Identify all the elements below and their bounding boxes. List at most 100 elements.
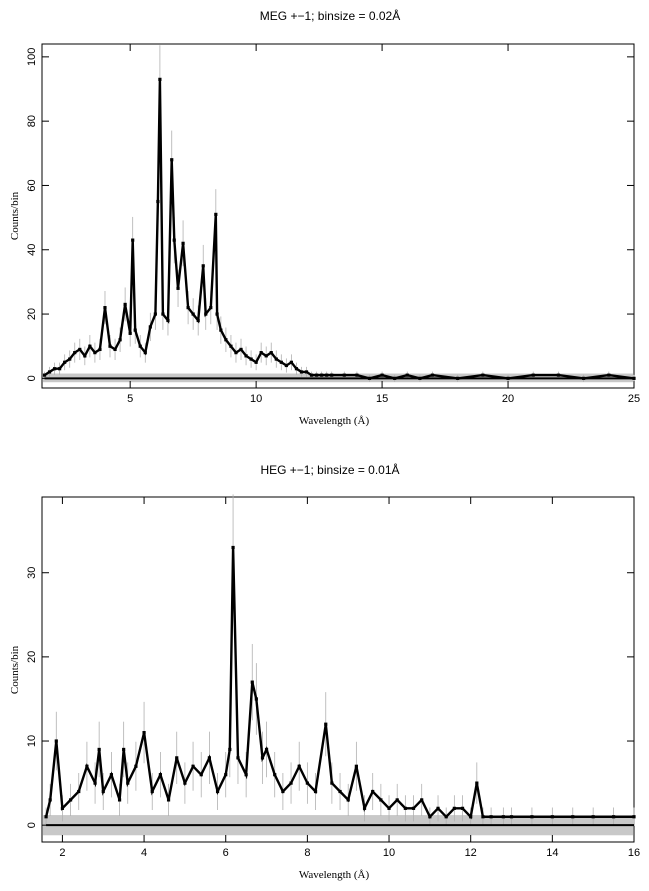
meg-data-point <box>93 351 97 355</box>
heg-data-point <box>142 731 146 735</box>
heg-series-line <box>44 547 634 820</box>
meg-y-tick-label: 60 <box>26 179 38 191</box>
heg-data-point <box>346 798 350 802</box>
heg-data-point <box>379 798 383 802</box>
meg-data-point <box>88 344 92 348</box>
heg-data-point <box>166 798 171 802</box>
meg-data-point <box>158 77 162 81</box>
heg-data-point <box>591 815 595 819</box>
heg-data-point <box>126 781 130 785</box>
heg-data-series <box>44 545 636 827</box>
heg-panel: HEG +−1; binsize = 0.01Å 2 4 6 8 10 12 14 16 0 10… <box>9 462 640 881</box>
meg-data-point <box>259 351 263 355</box>
meg-data-point <box>219 328 223 332</box>
meg-data-point <box>83 354 87 358</box>
heg-data-point <box>420 798 424 802</box>
heg-data-point <box>48 798 52 802</box>
heg-data-point <box>215 789 220 794</box>
meg-data-point <box>133 328 137 332</box>
meg-data-point <box>138 344 142 348</box>
heg-data-point <box>158 773 162 777</box>
meg-y-tick-label: 40 <box>26 244 38 256</box>
heg-data-point <box>77 789 81 794</box>
heg-data-point <box>289 781 293 785</box>
heg-data-point <box>452 806 456 810</box>
meg-data-point <box>118 338 122 342</box>
heg-data-point <box>54 739 58 743</box>
heg-data-point <box>228 747 232 752</box>
meg-y-tick-label: 100 <box>26 48 38 66</box>
meg-axis-ticks: 5 10 15 20 25 0 20 40 60 80 100 <box>26 44 640 405</box>
meg-data-point <box>234 351 238 355</box>
meg-data-point <box>405 373 409 377</box>
heg-data-point <box>281 789 285 794</box>
meg-x-tick-label: 10 <box>250 393 262 405</box>
meg-data-point <box>73 351 77 355</box>
meg-data-point <box>355 373 359 377</box>
heg-data-point <box>260 756 265 760</box>
meg-data-point <box>123 302 127 307</box>
meg-data-point <box>201 264 205 268</box>
heg-data-point <box>101 789 105 794</box>
heg-data-point <box>254 697 258 701</box>
heg-data-point <box>632 815 636 819</box>
meg-data-point <box>284 363 288 368</box>
meg-data-point <box>103 306 107 310</box>
heg-data-point <box>150 789 154 794</box>
heg-y-tick-label: 20 <box>26 651 38 663</box>
meg-data-point <box>264 354 268 358</box>
heg-data-point <box>207 756 211 760</box>
meg-data-point <box>98 347 102 352</box>
heg-y-tick-label: 30 <box>26 567 38 579</box>
heg-y-tick-label: 10 <box>26 735 38 747</box>
heg-data-point <box>134 764 138 768</box>
meg-data-point <box>342 373 346 377</box>
meg-data-point <box>108 344 112 348</box>
heg-data-point <box>481 815 485 819</box>
meg-data-point <box>320 373 324 377</box>
meg-data-point <box>274 357 278 361</box>
meg-data-point <box>279 360 283 364</box>
meg-data-point <box>58 367 62 371</box>
heg-data-point <box>68 798 73 802</box>
heg-data-point <box>387 806 391 810</box>
meg-x-tick-label: 5 <box>127 393 133 405</box>
heg-data-point <box>85 764 89 768</box>
meg-data-point <box>172 238 176 242</box>
meg-data-point <box>309 373 314 377</box>
heg-data-point <box>109 773 114 777</box>
heg-data-point <box>354 764 358 768</box>
heg-x-tick-label: 4 <box>141 847 147 859</box>
heg-data-point <box>175 756 179 760</box>
heg-data-point <box>330 781 334 785</box>
meg-panel: MEG +−1; binsize = 0.02Å 5 10 15 20 25 0 20 40 6… <box>9 8 640 427</box>
meg-plot-frame <box>41 43 635 389</box>
meg-data-point <box>186 306 190 310</box>
meg-data-point <box>556 373 561 377</box>
meg-data-point <box>330 373 334 377</box>
meg-error-bars <box>44 45 635 382</box>
heg-data-point <box>509 815 514 819</box>
heg-data-point <box>97 747 101 752</box>
heg-data-point <box>395 798 399 802</box>
meg-y-tick-label: 0 <box>26 375 38 381</box>
heg-data-point <box>305 781 309 785</box>
meg-data-point <box>78 347 82 352</box>
heg-data-point <box>411 806 416 810</box>
meg-data-point <box>481 373 485 377</box>
heg-data-point <box>371 789 375 794</box>
meg-data-point <box>224 338 228 342</box>
meg-data-point <box>170 158 174 162</box>
meg-data-point <box>531 373 535 377</box>
heg-x-tick-label: 6 <box>223 847 229 859</box>
heg-data-point <box>550 815 554 819</box>
meg-data-point <box>289 360 293 364</box>
heg-data-point <box>571 815 575 819</box>
heg-data-point <box>338 789 342 794</box>
heg-x-tick-label: 10 <box>383 847 395 859</box>
meg-x-tick-label: 25 <box>628 393 640 405</box>
meg-chart-title: MEG +−1; binsize = 0.02Å <box>260 8 400 23</box>
meg-data-point <box>214 212 218 216</box>
meg-data-point <box>430 373 435 377</box>
